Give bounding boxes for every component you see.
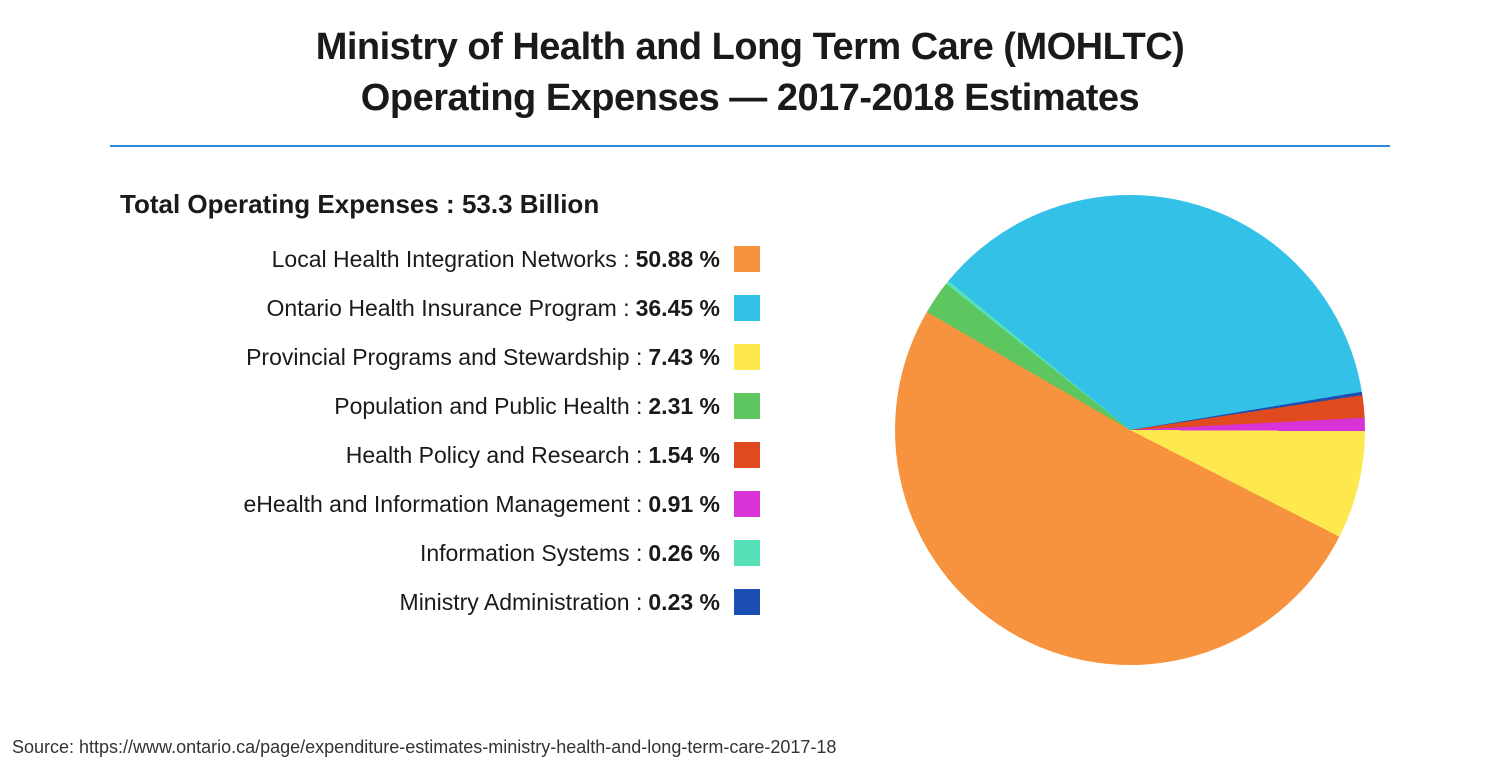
chart-title-line2: Operating Expenses — 2017-2018 Estimates	[0, 73, 1500, 124]
legend-swatch	[734, 491, 760, 517]
legend-swatch	[734, 246, 760, 272]
title-divider	[110, 145, 1390, 147]
legend-list: Local Health Integration Networks :50.88…	[120, 246, 760, 616]
legend-item-value: 2.31 %	[648, 393, 720, 420]
legend-item: Information Systems :0.26 %	[120, 540, 760, 567]
legend-column: Total Operating Expenses : 53.3 Billion …	[120, 185, 880, 638]
pie-chart	[895, 195, 1365, 665]
legend-item: Local Health Integration Networks :50.88…	[120, 246, 760, 273]
total-value: 53.3 Billion	[462, 189, 599, 219]
legend-swatch	[734, 393, 760, 419]
legend-swatch	[734, 344, 760, 370]
chart-title-line1: Ministry of Health and Long Term Care (M…	[0, 22, 1500, 73]
legend-item-label: Population and Public Health :	[334, 393, 642, 420]
pie-chart-column	[880, 185, 1380, 665]
legend-item-label: eHealth and Information Management :	[243, 491, 642, 518]
legend-item: eHealth and Information Management :0.91…	[120, 491, 760, 518]
legend-item-value: 0.23 %	[648, 589, 720, 616]
legend-swatch	[734, 295, 760, 321]
legend-item: Provincial Programs and Stewardship :7.4…	[120, 344, 760, 371]
legend-item-label: Ontario Health Insurance Program :	[267, 295, 630, 322]
legend-swatch	[734, 442, 760, 468]
legend-item-label: Information Systems :	[420, 540, 642, 567]
legend-item-label: Ministry Administration :	[400, 589, 643, 616]
legend-item-value: 0.26 %	[648, 540, 720, 567]
legend-item-value: 1.54 %	[648, 442, 720, 469]
total-label: Total Operating Expenses :	[120, 189, 455, 219]
total-expenses-line: Total Operating Expenses : 53.3 Billion	[120, 189, 880, 220]
content-row: Total Operating Expenses : 53.3 Billion …	[0, 185, 1500, 665]
legend-item: Population and Public Health :2.31 %	[120, 393, 760, 420]
chart-title-block: Ministry of Health and Long Term Care (M…	[0, 0, 1500, 125]
legend-item-value: 0.91 %	[648, 491, 720, 518]
legend-item: Ontario Health Insurance Program :36.45 …	[120, 295, 760, 322]
source-citation: Source: https://www.ontario.ca/page/expe…	[12, 737, 836, 758]
legend-swatch	[734, 589, 760, 615]
legend-item-value: 7.43 %	[648, 344, 720, 371]
legend-item: Ministry Administration :0.23 %	[120, 589, 760, 616]
legend-item-label: Local Health Integration Networks :	[272, 246, 630, 273]
legend-swatch	[734, 540, 760, 566]
legend-item-value: 36.45 %	[636, 295, 720, 322]
legend-item-label: Provincial Programs and Stewardship :	[246, 344, 642, 371]
legend-item-value: 50.88 %	[636, 246, 720, 273]
legend-item: Health Policy and Research :1.54 %	[120, 442, 760, 469]
legend-item-label: Health Policy and Research :	[346, 442, 643, 469]
